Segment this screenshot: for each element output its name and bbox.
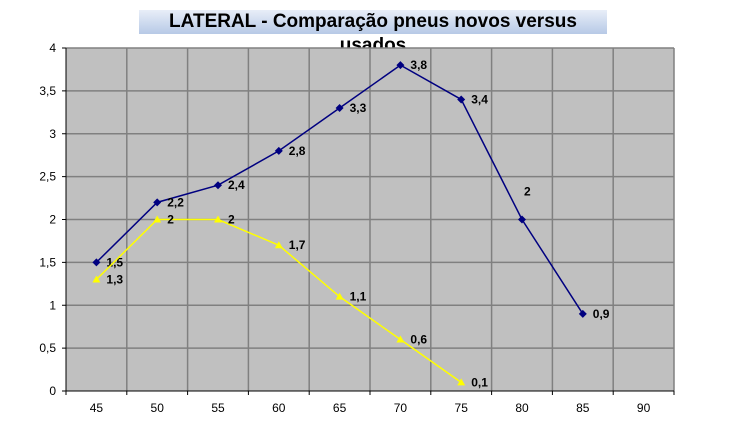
data-label-novos: 3,4 xyxy=(471,92,488,106)
data-label-usados: 0,1 xyxy=(471,375,488,389)
y-tick-label: 0,5 xyxy=(39,341,56,355)
data-label-usados: 2 xyxy=(167,213,174,227)
data-point-usados xyxy=(153,215,162,223)
y-tick-label: 3,5 xyxy=(39,84,56,98)
data-label-novos: 0,9 xyxy=(593,307,610,321)
chart-title: LATERAL - Comparação pneus novos versus … xyxy=(139,10,607,56)
x-tick-label: 75 xyxy=(455,401,469,415)
y-tick-label: 2 xyxy=(49,213,56,227)
data-point-usados xyxy=(457,378,466,386)
data-label-usados: 1,1 xyxy=(350,290,367,304)
x-tick-label: 65 xyxy=(333,401,347,415)
data-label-novos: 2,2 xyxy=(167,195,184,209)
x-tick-label: 85 xyxy=(576,401,590,415)
x-tick-label: 90 xyxy=(637,401,651,415)
data-label-novos: 3,3 xyxy=(350,101,367,115)
data-point-usados xyxy=(396,335,405,343)
y-tick-label: 1,5 xyxy=(39,255,56,269)
data-point-novos xyxy=(214,181,222,190)
data-label-usados: 1,7 xyxy=(289,238,306,252)
y-tick-label: 3 xyxy=(49,127,56,141)
data-point-novos xyxy=(153,198,162,207)
data-point-novos xyxy=(335,104,344,113)
y-tick-label: 2,5 xyxy=(39,170,56,184)
x-tick-label: 55 xyxy=(211,401,225,415)
data-point-usados xyxy=(274,241,283,249)
x-tick-label: 60 xyxy=(272,401,286,415)
data-point-novos xyxy=(578,309,587,318)
data-label-usados: 2 xyxy=(228,213,235,227)
x-tick-label: 45 xyxy=(90,401,104,415)
data-point-usados xyxy=(92,275,101,283)
y-tick-label: 1 xyxy=(49,298,56,312)
data-label-novos: 3,8 xyxy=(410,58,427,72)
data-label-usados: 0,6 xyxy=(410,333,427,347)
y-tick-label: 4 xyxy=(49,41,56,55)
x-tick-label: 80 xyxy=(515,401,529,415)
y-tick-label: 0 xyxy=(49,384,56,398)
data-point-usados xyxy=(335,292,344,300)
data-point-novos xyxy=(518,215,526,224)
data-point-novos xyxy=(396,61,405,70)
data-label-novos: 2,4 xyxy=(228,178,245,192)
data-point-novos xyxy=(274,146,283,155)
data-point-novos xyxy=(457,95,466,104)
x-tick-label: 50 xyxy=(151,401,165,415)
data-point-novos xyxy=(92,258,101,267)
data-point-usados xyxy=(214,215,222,223)
data-label-usados: 1,3 xyxy=(106,273,123,287)
data-label-novos: 2 xyxy=(524,185,531,199)
data-label-novos: 2,8 xyxy=(289,144,306,158)
x-tick-label: 70 xyxy=(394,401,408,415)
